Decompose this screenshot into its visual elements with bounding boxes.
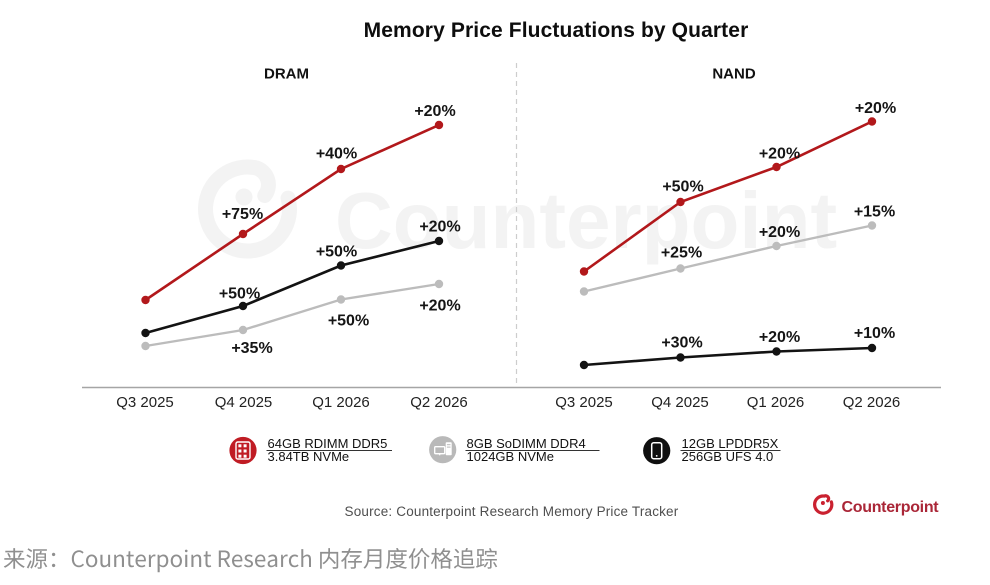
svg-text:Memory Price Fluctuations by Q: Memory Price Fluctuations by Quarter [364,19,749,42]
svg-text:+20%: +20% [419,219,460,236]
svg-text:Q4 2025: Q4 2025 [215,394,273,411]
svg-text:Q4 2025: Q4 2025 [651,394,709,411]
svg-text:+50%: +50% [219,286,260,303]
svg-text:+75%: +75% [222,206,263,223]
svg-text:+20%: +20% [759,329,800,346]
svg-text:Q3 2025: Q3 2025 [555,394,613,411]
svg-text:NAND: NAND [712,66,755,83]
svg-text:+20%: +20% [759,224,800,241]
svg-text:+50%: +50% [662,179,703,196]
svg-text:256GB UFS 4.0: 256GB UFS 4.0 [682,449,774,464]
svg-text:Q1 2026: Q1 2026 [747,394,805,411]
svg-text:+40%: +40% [316,146,357,163]
svg-text:+25%: +25% [661,245,702,262]
svg-text:64GB RDIMM DDR5: 64GB RDIMM DDR5 [268,436,388,451]
svg-text:+20%: +20% [759,146,800,163]
svg-text:Q2 2026: Q2 2026 [843,394,901,411]
svg-text:+20%: +20% [855,100,896,117]
svg-text:8GB SoDIMM DDR4: 8GB SoDIMM DDR4 [467,436,586,451]
svg-text:+50%: +50% [316,244,357,261]
svg-text:12GB LPDDR5X: 12GB LPDDR5X [682,436,779,451]
svg-text:Source: Counterpoint Research: Source: Counterpoint Research Memory Pri… [345,504,679,519]
svg-text:+10%: +10% [854,325,895,342]
svg-text:Q1 2026: Q1 2026 [312,394,370,411]
svg-text:Counterpoint: Counterpoint [842,499,940,516]
svg-text:+30%: +30% [661,335,702,352]
svg-text:+35%: +35% [231,340,272,357]
svg-text:+15%: +15% [854,204,895,221]
svg-text:Q3 2025: Q3 2025 [116,394,174,411]
svg-text:1024GB NVMe: 1024GB NVMe [467,449,554,464]
svg-text:+20%: +20% [414,103,455,120]
svg-text:DRAM: DRAM [264,66,309,83]
svg-text:+20%: +20% [419,298,460,315]
svg-text:Counterpoint: Counterpoint [335,176,837,265]
svg-text:3.84TB NVMe: 3.84TB NVMe [268,449,350,464]
svg-text:Q2 2026: Q2 2026 [410,394,468,411]
svg-text:+50%: +50% [328,313,369,330]
